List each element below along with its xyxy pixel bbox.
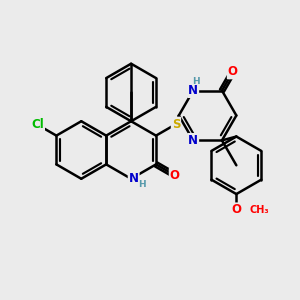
Text: N: N [188, 84, 198, 97]
Text: O: O [170, 169, 180, 182]
Text: N: N [188, 134, 198, 147]
Text: CH₃: CH₃ [250, 205, 269, 215]
Text: Cl: Cl [31, 118, 44, 131]
Text: H: H [192, 77, 200, 86]
Text: H: H [138, 180, 146, 189]
Text: O: O [228, 65, 238, 78]
Text: O: O [231, 203, 241, 216]
Text: S: S [172, 118, 180, 130]
Text: N: N [129, 172, 139, 185]
